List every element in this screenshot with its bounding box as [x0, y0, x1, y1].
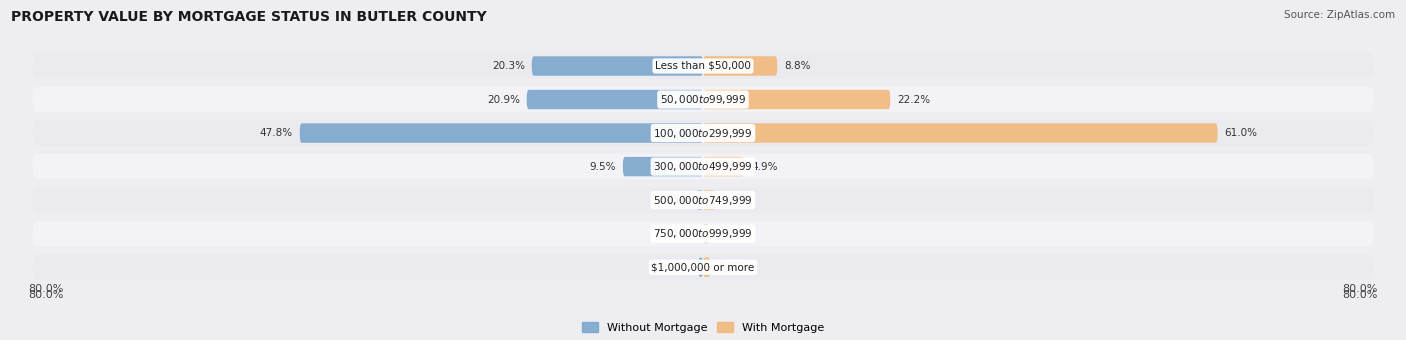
Text: 0.86%: 0.86%	[717, 262, 749, 272]
FancyBboxPatch shape	[703, 257, 710, 277]
FancyBboxPatch shape	[32, 87, 1374, 112]
FancyBboxPatch shape	[32, 221, 1374, 246]
Text: $500,000 to $749,999: $500,000 to $749,999	[654, 194, 752, 207]
Text: 61.0%: 61.0%	[1225, 128, 1257, 138]
Text: Source: ZipAtlas.com: Source: ZipAtlas.com	[1284, 10, 1395, 20]
Text: $750,000 to $999,999: $750,000 to $999,999	[654, 227, 752, 240]
FancyBboxPatch shape	[299, 123, 703, 143]
Text: $1,000,000 or more: $1,000,000 or more	[651, 262, 755, 272]
FancyBboxPatch shape	[703, 123, 1218, 143]
Text: 80.0%: 80.0%	[1343, 284, 1378, 294]
FancyBboxPatch shape	[32, 154, 1374, 179]
FancyBboxPatch shape	[703, 90, 890, 109]
Text: 20.9%: 20.9%	[486, 95, 520, 104]
Text: PROPERTY VALUE BY MORTGAGE STATUS IN BUTLER COUNTY: PROPERTY VALUE BY MORTGAGE STATUS IN BUT…	[11, 10, 486, 24]
Text: $50,000 to $99,999: $50,000 to $99,999	[659, 93, 747, 106]
Text: 80.0%: 80.0%	[28, 284, 63, 294]
FancyBboxPatch shape	[32, 254, 1374, 280]
FancyBboxPatch shape	[32, 187, 1374, 213]
FancyBboxPatch shape	[703, 157, 744, 176]
FancyBboxPatch shape	[32, 120, 1374, 146]
FancyBboxPatch shape	[623, 157, 703, 176]
Text: $100,000 to $299,999: $100,000 to $299,999	[654, 126, 752, 139]
Text: 80.0%: 80.0%	[28, 290, 63, 300]
FancyBboxPatch shape	[696, 190, 703, 210]
Legend: Without Mortgage, With Mortgage: Without Mortgage, With Mortgage	[578, 318, 828, 337]
FancyBboxPatch shape	[703, 56, 778, 76]
FancyBboxPatch shape	[527, 90, 703, 109]
Text: 8.8%: 8.8%	[785, 61, 810, 71]
Text: 47.8%: 47.8%	[260, 128, 292, 138]
Text: 80.0%: 80.0%	[1343, 290, 1378, 300]
Text: Less than $50,000: Less than $50,000	[655, 61, 751, 71]
Text: 0.72%: 0.72%	[716, 229, 749, 239]
Text: 22.2%: 22.2%	[897, 95, 931, 104]
FancyBboxPatch shape	[32, 53, 1374, 79]
FancyBboxPatch shape	[703, 224, 709, 243]
Text: 1.5%: 1.5%	[723, 195, 749, 205]
Text: 0.83%: 0.83%	[657, 195, 689, 205]
Text: 9.5%: 9.5%	[589, 162, 616, 172]
FancyBboxPatch shape	[699, 257, 703, 277]
FancyBboxPatch shape	[531, 56, 703, 76]
Text: 0.56%: 0.56%	[658, 262, 692, 272]
Text: 20.3%: 20.3%	[492, 61, 524, 71]
FancyBboxPatch shape	[703, 190, 716, 210]
Text: $300,000 to $499,999: $300,000 to $499,999	[654, 160, 752, 173]
Text: 4.9%: 4.9%	[751, 162, 778, 172]
Text: 0.0%: 0.0%	[671, 229, 696, 239]
